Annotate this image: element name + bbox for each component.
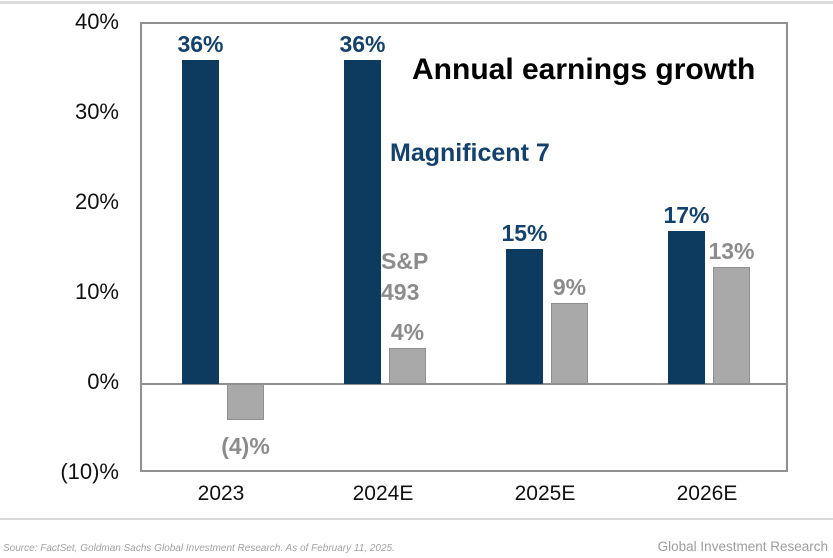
top-divider xyxy=(0,1,833,4)
zero-axis-line xyxy=(142,383,786,385)
x-tick-label: 2025E xyxy=(514,482,576,505)
sp-493-label-line2: 493 xyxy=(381,279,420,305)
bar-value-label: 4% xyxy=(390,319,425,345)
bar-sp-493-2024e xyxy=(389,348,426,384)
bar-value-label: 13% xyxy=(708,238,755,264)
source-note: Source: FactSet, Goldman Sachs Global In… xyxy=(3,543,395,554)
chart-title: Annual earnings growth xyxy=(412,53,756,86)
bar-value-label: 9% xyxy=(552,274,587,300)
bar-magnificent-7-2026e xyxy=(668,231,705,384)
y-tick-label: 10% xyxy=(74,279,119,304)
bar-value-label: 36% xyxy=(177,31,224,57)
bar-value-label: 17% xyxy=(663,202,710,228)
footer-divider xyxy=(0,518,833,520)
bar-value-label: 36% xyxy=(339,31,386,57)
plot-area: 36% 36% 15% 17% (4)% 4% 9% 13% xyxy=(140,22,788,472)
bar-magnificent-7-2023 xyxy=(182,60,219,384)
bar-sp-493-2026e xyxy=(713,267,750,384)
y-tick-label: (10)% xyxy=(60,459,119,484)
series-label-magnificent-7: Magnificent 7 xyxy=(390,139,550,167)
footer-brand: Global Investment Research xyxy=(657,539,828,554)
sp-493-label-line1: S&P xyxy=(381,248,429,274)
bar-sp-493-2023 xyxy=(227,384,264,420)
x-tick-label: 2024E xyxy=(352,482,414,505)
bar-magnificent-7-2024e xyxy=(344,60,381,384)
y-tick-label: 30% xyxy=(74,99,119,124)
bar-value-label: (4)% xyxy=(221,433,270,459)
series-label-sp-493: S&P 493 xyxy=(381,246,428,308)
y-tick-label: 0% xyxy=(87,369,119,394)
bar-sp-493-2025e xyxy=(551,303,588,384)
bar-value-label: 15% xyxy=(501,220,548,246)
bar-magnificent-7-2025e xyxy=(506,249,543,384)
y-tick-label: 20% xyxy=(74,189,119,214)
y-tick-label: 40% xyxy=(74,9,119,34)
x-tick-label: 2026E xyxy=(676,482,738,505)
x-tick-label: 2023 xyxy=(197,482,245,505)
